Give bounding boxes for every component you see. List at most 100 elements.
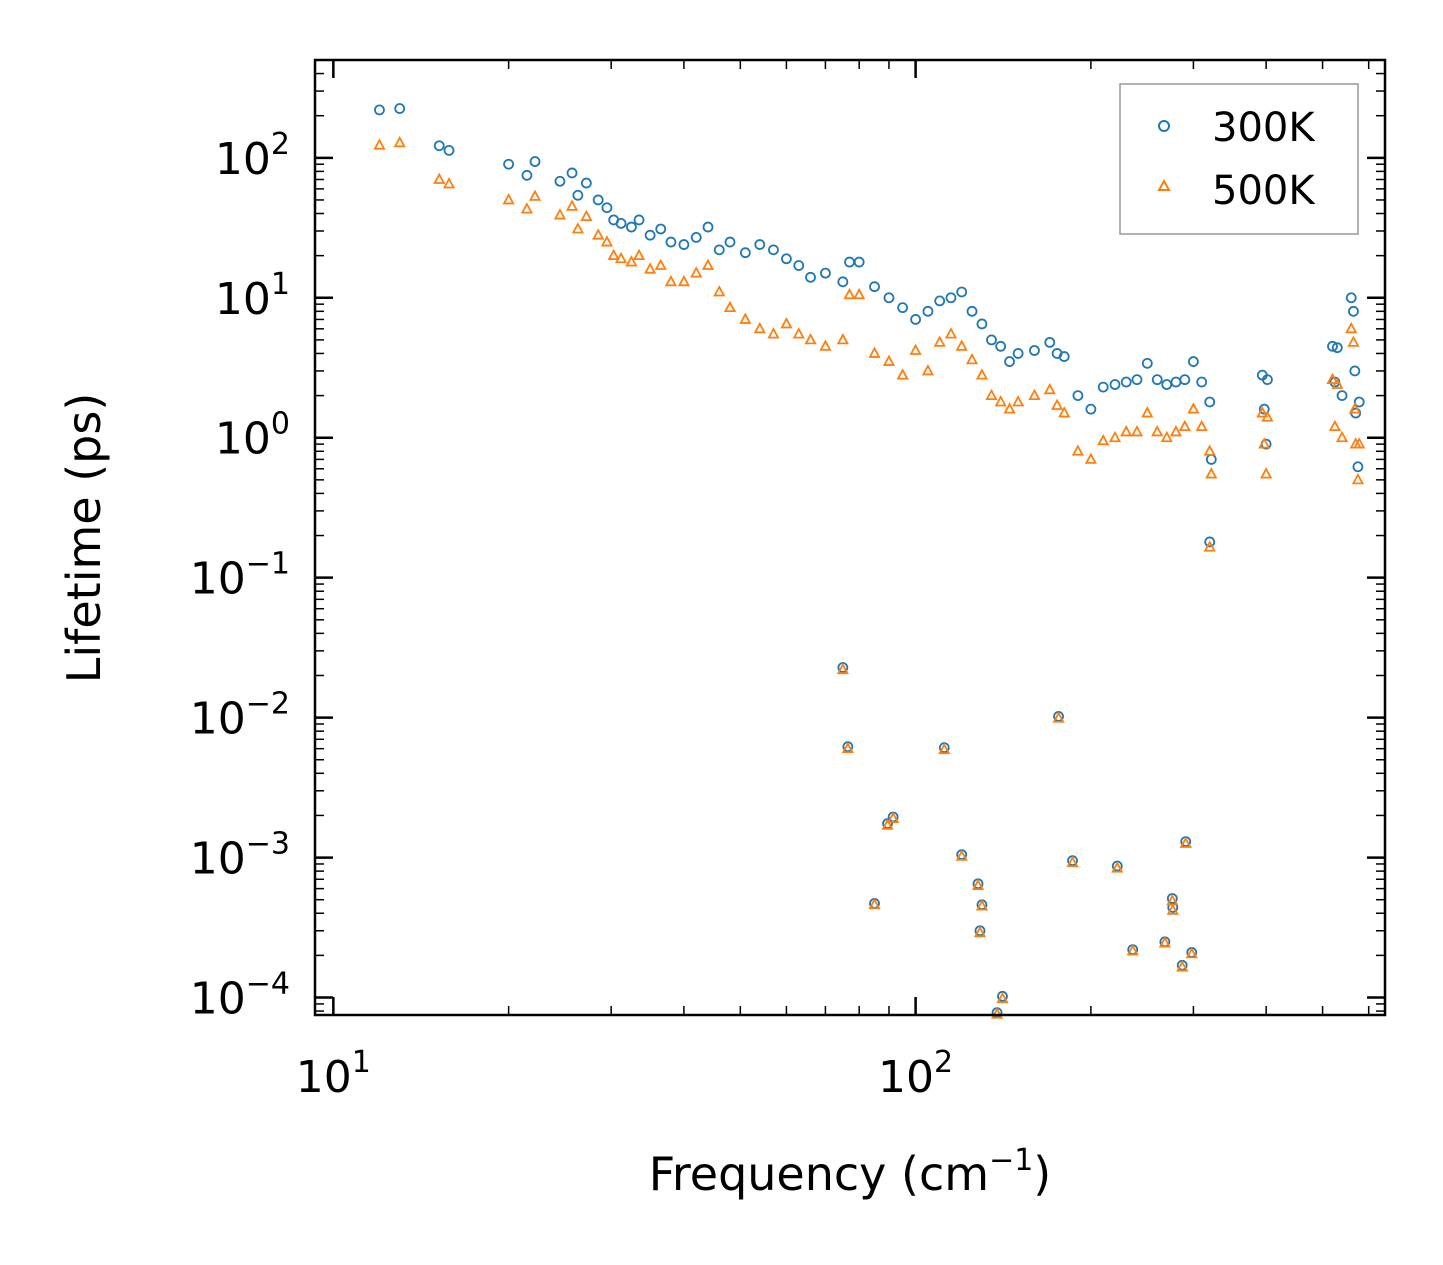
data-point-500K xyxy=(1203,444,1216,456)
data-point-300K xyxy=(966,305,978,317)
data-point-500K xyxy=(836,662,849,675)
data-point-500K xyxy=(841,741,854,754)
tick-label-base: 10 xyxy=(215,414,271,465)
tick-label-base: 10 xyxy=(190,834,246,885)
x-tick-label: 101 xyxy=(296,1045,371,1103)
data-point-500K xyxy=(1028,388,1041,400)
data-point-300K xyxy=(739,247,751,259)
x-axis-title-text: Frequency (cm xyxy=(649,1147,989,1201)
y-tick-label: 100 xyxy=(215,407,290,465)
legend-frame xyxy=(1119,83,1359,235)
data-point-300K xyxy=(853,256,865,268)
data-point-500K xyxy=(1256,406,1269,418)
data-point-300K xyxy=(655,223,667,235)
plot-frame xyxy=(313,58,1387,1017)
data-point-300K xyxy=(1151,374,1163,386)
tick-label-base: 10 xyxy=(878,1052,934,1103)
data-point-500K xyxy=(1120,425,1133,437)
data-point-300K xyxy=(910,314,922,325)
data-point-500K xyxy=(1108,430,1122,443)
data-point-500K xyxy=(1185,946,1198,959)
data-point-500K xyxy=(502,193,515,205)
data-point-300K xyxy=(615,217,627,229)
legend-label-300k: 300K xyxy=(1212,105,1316,151)
data-point-500K xyxy=(1097,433,1110,446)
tick-label-exponent: 1 xyxy=(271,267,290,302)
data-point-500K xyxy=(1158,936,1171,948)
data-point-300K xyxy=(394,103,406,114)
data-point-500K xyxy=(571,222,584,234)
data-point-500K xyxy=(1169,425,1183,437)
tick-label-exponent: −1 xyxy=(246,547,290,582)
data-point-500K xyxy=(955,339,968,351)
data-markers xyxy=(373,103,1366,1019)
data-point-500K xyxy=(520,202,534,214)
data-point-500K xyxy=(1187,402,1200,414)
data-point-500K xyxy=(553,208,567,220)
tick-label-exponent: −3 xyxy=(246,827,290,862)
data-point-300K xyxy=(754,239,766,250)
data-point-500K xyxy=(1260,467,1273,479)
data-point-300K xyxy=(1097,381,1109,393)
data-point-300K xyxy=(503,158,515,170)
data-point-300K xyxy=(1353,396,1365,408)
y-tick-label: 102 xyxy=(215,127,290,185)
data-point-500K xyxy=(921,364,935,376)
data-point-300K xyxy=(374,104,385,116)
data-point-500K xyxy=(996,991,1009,1004)
data-point-500K xyxy=(1203,540,1216,552)
data-point-500K xyxy=(1179,836,1192,848)
data-point-500K xyxy=(393,135,406,148)
data-point-500K xyxy=(792,327,805,339)
x-axis-title-tail: ) xyxy=(1033,1147,1051,1201)
data-point-500K xyxy=(1126,944,1139,956)
data-point-300K xyxy=(922,305,934,317)
data-point-300K xyxy=(644,229,656,241)
tick-label-exponent: 2 xyxy=(934,1045,953,1080)
tick-label-exponent: −4 xyxy=(246,967,290,1002)
data-point-300K xyxy=(934,295,946,307)
data-point-500K xyxy=(1141,406,1154,418)
data-point-500K xyxy=(701,258,715,270)
data-point-500K xyxy=(1258,437,1271,449)
data-point-300K xyxy=(433,140,445,152)
data-point-300K xyxy=(986,334,997,346)
data-point-300K xyxy=(1327,340,1338,352)
data-point-500K xyxy=(971,878,985,891)
data-point-500K xyxy=(1335,430,1349,443)
data-point-500K xyxy=(1178,419,1191,432)
tick-label-base: 10 xyxy=(190,694,246,745)
data-point-500K xyxy=(373,138,386,150)
data-point-500K xyxy=(1347,335,1360,347)
data-point-300K xyxy=(1204,396,1216,408)
tick-label-exponent: 0 xyxy=(271,407,290,442)
data-point-300K xyxy=(521,169,533,181)
data-point-500K xyxy=(1084,452,1097,464)
data-point-300K xyxy=(1058,351,1070,362)
data-point-500K xyxy=(882,354,896,366)
data-point-500K xyxy=(985,388,998,400)
data-point-500K xyxy=(853,287,866,300)
y-tick-label: 10−1 xyxy=(190,547,290,605)
data-point-500K xyxy=(654,258,667,270)
data-point-300K xyxy=(1167,902,1179,913)
data-point-300K xyxy=(601,202,613,214)
data-point-500K xyxy=(1160,430,1173,443)
data-point-500K xyxy=(975,368,989,380)
data-point-300K xyxy=(956,286,968,298)
data-point-300K xyxy=(781,253,792,265)
data-point-500K xyxy=(1071,444,1085,456)
data-point-500K xyxy=(896,368,909,380)
data-point-300K xyxy=(566,167,578,179)
data-point-500K xyxy=(955,849,968,861)
data-point-300K xyxy=(1072,390,1084,401)
data-point-500K xyxy=(975,899,989,911)
data-point-500K xyxy=(990,1007,1004,1019)
data-point-300K xyxy=(1179,374,1191,386)
data-point-500K xyxy=(1052,711,1065,723)
data-point-500K xyxy=(1012,395,1025,407)
data-point-500K xyxy=(881,818,894,830)
data-point-300K xyxy=(1188,356,1199,367)
